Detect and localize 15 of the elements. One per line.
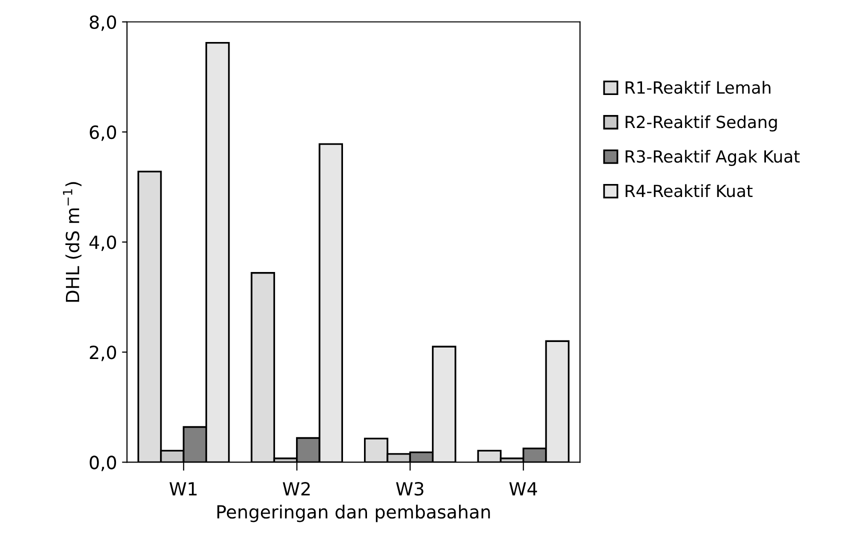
y-tick-label: 8,0 [90,15,116,31]
x-axis-title: Pengeringan dan pembasahan [217,504,490,522]
x-tick-label: W3 [396,482,424,496]
y-tick-label: 4,0 [89,236,116,252]
y-tick-label: 0,0 [90,456,116,472]
x-tick-label: W1 [170,482,197,496]
y-axis-title: DHL (dS m$^{−1}$) [62,182,82,302]
y-tick-label: 2,0 [90,346,116,362]
legend-label: R4-Reaktif Kuat [626,184,753,198]
y-tick-label: 6,0 [90,125,116,141]
legend-label: R3-Reaktif Agak Kuat [626,150,800,166]
x-tick-label: W4 [509,482,538,496]
legend-label: R2-Reaktif Sedang [626,115,777,132]
legend-label: R1-Reaktif Lemah [626,80,770,94]
x-tick-label: W2 [282,482,310,496]
